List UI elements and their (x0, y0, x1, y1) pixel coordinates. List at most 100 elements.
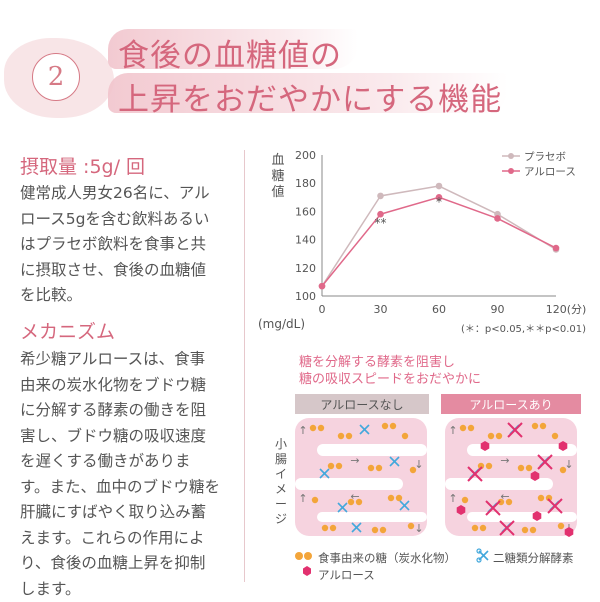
panel-right-label: アルロースあり (469, 398, 552, 412)
sugar-dot (372, 527, 378, 533)
intake-line: ロース5gを含む飲料あるい (20, 207, 248, 233)
intake-paragraph: 健常成人男女26名に、アル ロース5gを含む飲料あるい はプラセボ飲料を食事と共… (20, 181, 248, 309)
sugar-dot (486, 463, 492, 469)
illustration-caption-line-1: 糖を分解する酵素を阻害し (299, 354, 455, 370)
sugar-dot (540, 423, 546, 429)
significance-mark: ** (375, 216, 387, 230)
sugar-dot (396, 495, 402, 501)
flow-arrow-icon: → (500, 454, 509, 467)
mechanism-line: 希少糖アルロースは、食事 (20, 347, 248, 373)
sugar-dot (538, 495, 544, 501)
column-divider (244, 150, 245, 582)
x-tick-label: 60 (432, 303, 446, 316)
y-axis-label-char: 血 (271, 153, 284, 168)
sugar-dot (322, 525, 328, 531)
sugar-dot (376, 465, 382, 471)
flow-arrow-icon: ↑ (298, 424, 307, 437)
intake-line: を比較。 (20, 283, 248, 309)
data-point (494, 215, 501, 222)
sugar-dot (526, 465, 532, 471)
sugar-dot (472, 525, 478, 531)
sugar-dot (312, 497, 318, 503)
sugar-dot (348, 499, 354, 505)
flow-arrow-icon: ↑ (298, 492, 307, 505)
scissors-icon (477, 549, 488, 562)
sugar-dot (462, 497, 468, 503)
flow-arrow-icon: ↑ (448, 492, 457, 505)
legend-marker-0 (508, 153, 514, 159)
x-tick-label: 0 (319, 303, 326, 316)
x-tick-label: 120(分) (546, 303, 587, 316)
legend-allulose-label: アルロース (318, 567, 375, 583)
intestine-fold (317, 512, 427, 522)
sugar-dot (488, 433, 494, 439)
sugar-dot (496, 433, 502, 439)
sugar-dot (380, 527, 386, 533)
mechanism-line: を遅くする働きがありま (20, 449, 248, 475)
legend-marker-1 (508, 168, 514, 174)
sugar-dot (346, 433, 352, 439)
section-number-badge: 2 (32, 53, 80, 101)
intake-heading: 摂取量 :5g/ 回 (20, 152, 145, 179)
sugar-dot (506, 499, 512, 505)
illustration-caption-line-2: 糖の吸収スピードをおだやかに (299, 371, 481, 387)
data-point (436, 183, 443, 190)
side-label-char: ー (275, 497, 287, 511)
mechanism-line: に分解する酵素の働きを阻 (20, 398, 248, 424)
sugar-dot (336, 463, 342, 469)
side-label-char: イ (275, 467, 287, 481)
intake-line: に摂取させ、食後の血糖値 (20, 258, 248, 284)
y-tick-label: 180 (295, 177, 316, 190)
y-tick-label: 120 (295, 262, 316, 275)
allulose-hexagon-icon (303, 566, 311, 576)
data-point (377, 193, 384, 200)
sugar-dot (522, 527, 528, 533)
series-line-1 (322, 197, 556, 286)
mechanism-line: り、食後の血糖上昇を抑制 (20, 551, 248, 577)
y-tick-label: 100 (295, 290, 316, 303)
sugar-dot (480, 525, 486, 531)
legend-enzyme-label: 二糖類分解酵素 (493, 550, 574, 566)
y-tick-label: 200 (295, 149, 316, 162)
flow-arrow-icon: → (350, 454, 359, 467)
sugar-dot (402, 433, 408, 439)
x-tick-label: 30 (374, 303, 388, 316)
side-label-char: メ (275, 482, 287, 496)
page-title-line-1: 食後の血糖値の (118, 30, 342, 75)
significance-mark: * (436, 195, 442, 209)
side-label-char: ジ (275, 512, 287, 526)
intestine-fold (295, 478, 403, 490)
sugar-dot (388, 495, 394, 501)
legend-sugar-label: 食事由来の糖（炭水化物） (318, 550, 456, 566)
side-label-char: 腸 (275, 452, 287, 466)
mechanism-line: 肝臓にすばやく取り込み蓄 (20, 500, 248, 526)
sugar-dot (318, 425, 324, 431)
sugar-dot (356, 499, 362, 505)
sugar-dot (560, 467, 566, 473)
sugar-dot (408, 523, 414, 529)
sugar-dot (518, 465, 524, 471)
sugar-dot (368, 465, 374, 471)
sugar-dot (328, 463, 334, 469)
mechanism-paragraph: 希少糖アルロースは、食事 由来の炭水化物をブドウ糖 に分解する酵素の働きを阻 害… (20, 347, 248, 602)
side-label-char: 小 (275, 437, 287, 451)
intake-line: 健常成人男女26名に、アル (20, 181, 248, 207)
y-axis-label-char: 糖 (271, 168, 284, 184)
sugar-dot (390, 423, 396, 429)
intestine-panel-without: ↑↓↑↓→← (295, 418, 427, 536)
legend-label: アルロース (524, 166, 576, 178)
sugar-dot (310, 425, 316, 431)
y-unit-label: (mg/dL) (258, 317, 305, 331)
sugar-dot (552, 433, 558, 439)
sugar-dot (530, 527, 536, 533)
significance-footnote: (＊：p<0.05,＊＊p<0.01) (461, 324, 586, 335)
y-axis-label-char: 値 (271, 184, 284, 200)
mechanism-line: 由来の炭水化物をブドウ糖 (20, 373, 248, 399)
sugar-dot-icon (295, 552, 303, 560)
sugar-dot (338, 433, 344, 439)
mechanism-line: えます。これらの作用によ (20, 526, 248, 552)
sugar-dot (410, 467, 416, 473)
mechanism-heading: メカニズム (20, 317, 115, 344)
